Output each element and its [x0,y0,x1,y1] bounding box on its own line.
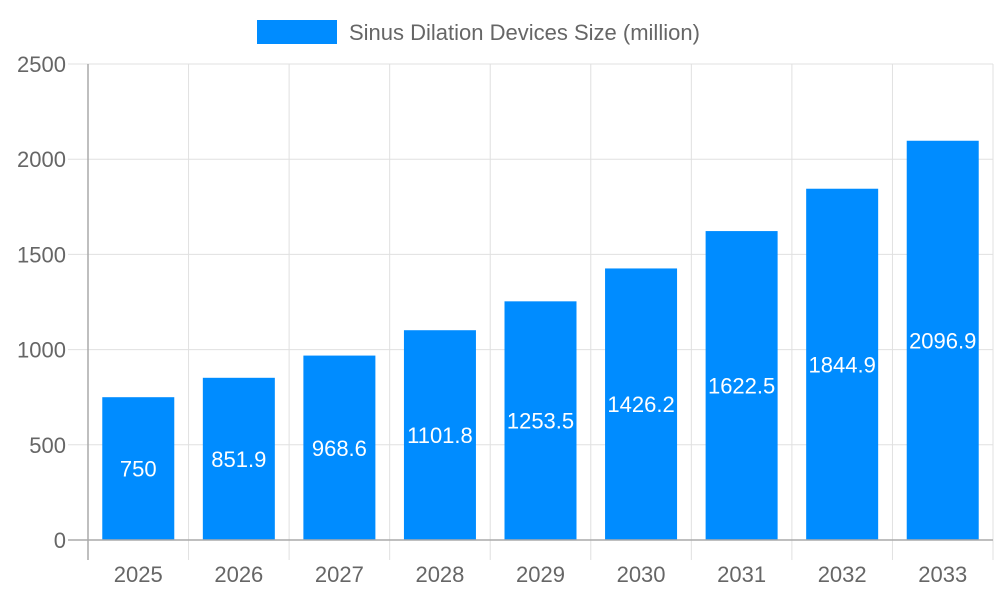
bar-2031[interactable] [705,231,778,541]
data-label-2031: 1622.5 [708,374,775,399]
x-tick-label: 2033 [918,562,967,587]
data-label-2029: 1253.5 [507,409,574,434]
y-tick-label: 2500 [17,52,66,77]
y-tick-label: 500 [29,433,66,458]
x-tick-label: 2026 [214,562,263,587]
legend-label: Sinus Dilation Devices Size (million) [349,20,700,45]
bar-2029[interactable] [504,301,577,540]
bar-2026[interactable] [202,377,275,540]
y-tick-label: 0 [54,528,66,553]
bar-2028[interactable] [403,330,476,540]
y-tick-label: 2000 [17,147,66,172]
bar-2032[interactable] [806,188,879,541]
x-tick-label: 2032 [818,562,867,587]
data-label-2033: 2096.9 [909,328,976,353]
x-tick-label: 2030 [617,562,666,587]
bar-2033[interactable] [906,140,979,540]
x-tick-label: 2028 [415,562,464,587]
x-tick-label: 2025 [114,562,163,587]
bar-2030[interactable] [605,268,678,540]
x-tick-label: 2031 [717,562,766,587]
y-tick-label: 1000 [17,338,66,363]
grid [88,63,994,560]
data-label-2027: 968.6 [312,436,367,461]
data-label-2030: 1426.2 [607,392,674,417]
x-tick-label: 2029 [516,562,565,587]
bars: 750 851.9 968.6 1101.8 1253.5 1426.2 1622.5 184… [102,140,979,541]
data-label-2032: 1844.9 [809,352,876,377]
bar-2027[interactable] [303,355,376,540]
y-tick-label: 1500 [17,242,66,267]
data-label-2026: 851.9 [211,447,266,472]
legend-swatch [257,20,337,44]
legend[interactable]: Sinus Dilation Devices Size (million) [257,20,700,45]
x-tick-label: 2027 [315,562,364,587]
bar-2025[interactable] [102,397,175,540]
axes: 0 500 1000 1500 2000 2500 2025 2026 2027 2028 2029… [17,52,993,587]
data-label-2025: 750 [120,457,157,482]
data-label-2028: 1101.8 [407,423,473,448]
